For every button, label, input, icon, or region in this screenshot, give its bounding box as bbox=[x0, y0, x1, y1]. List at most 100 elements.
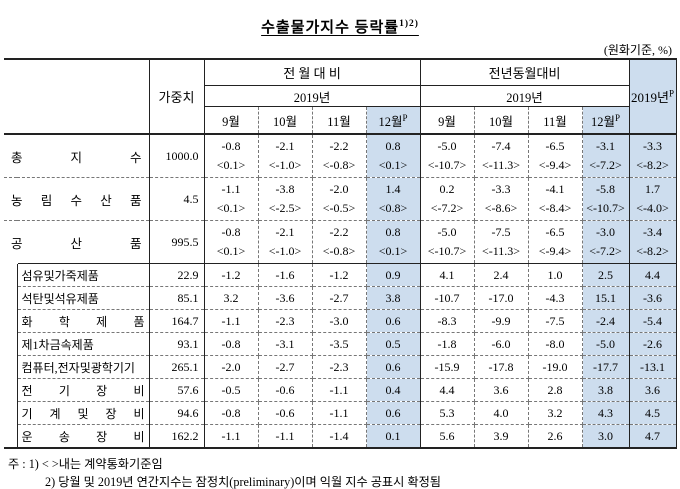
mom-cell: -0.6 bbox=[258, 378, 313, 402]
yoy-cell: -6.0 bbox=[474, 332, 529, 356]
weight-cell: 93.1 bbox=[148, 332, 205, 356]
yoy-cell: -10.7 bbox=[420, 286, 475, 310]
mom-cell: -3.0 bbox=[312, 309, 367, 333]
header-row-groups: 가중치 전 월 대 비 전년동월대비 2019년P bbox=[4, 58, 677, 135]
mom-cell: -2.3 bbox=[258, 309, 313, 333]
yoy-cell: 0.2 <-7.2> bbox=[420, 177, 475, 221]
table-row: 섬유및가죽제품 22.9 -1.2 -1.6 -1.2 0.9 4.1 2.4 1.0 2.5 4.… bbox=[4, 263, 677, 287]
mom-cell: 0.1 bbox=[366, 424, 421, 449]
table-row: 제1차금속제품 93.1 -0.8 -3.1 -3.5 0.5 -1.8 -6.0 -8.0 -5… bbox=[4, 332, 677, 356]
mom-cell: -1.1 bbox=[312, 401, 367, 425]
row-indent bbox=[4, 310, 17, 333]
col-header-year-yoy: 2019년 bbox=[420, 85, 630, 107]
weight-cell: 85.1 bbox=[148, 286, 205, 310]
annual-cell: 3.6 bbox=[629, 378, 677, 402]
unit-note: (원화기준, %) bbox=[603, 43, 672, 57]
export-price-index-table: 가중치 전 월 대 비 전년동월대비 2019년P 2019년 2019년 9월… bbox=[4, 58, 677, 449]
table-row: 화 학 제 품 164.7 -1.1 -2.3 -3.0 0.6 -8.3 -9.9 -7.5-… bbox=[4, 309, 677, 333]
month-label: 12월 bbox=[378, 114, 403, 129]
yoy-cell: -7.4 <-11.3> bbox=[474, 134, 529, 178]
row-label-text: 전 기 장 비 bbox=[21, 383, 145, 398]
row-label-text: 석탄및석유제품 bbox=[21, 291, 99, 306]
mom-cell: -2.0 <-0.5> bbox=[312, 177, 367, 221]
page-title: 수출물가지수 등락률1)2) bbox=[261, 19, 419, 36]
header-row-months: 9월 10월 11월 12월P 9월 10월 11월 12월P bbox=[4, 106, 676, 135]
weight-cell: 22.9 bbox=[148, 263, 205, 287]
row-label: 농 림 수 산 품 bbox=[4, 177, 150, 221]
weight-cell: 265.1 bbox=[148, 355, 205, 379]
yoy-cell: -8.3 bbox=[420, 309, 475, 333]
row-label-text: 컴퓨터,전자및광학기기 bbox=[21, 360, 135, 375]
row-label-text: 기 계 및 장 비 bbox=[21, 406, 145, 421]
table-row: 기 계 및 장 비 94.6 -0.8 -0.6 -1.1 0.6 5.3 4.0 3.2 4.3… bbox=[4, 401, 677, 425]
row-label-text: 농 림 수 산 품 bbox=[11, 193, 142, 208]
mom-cell: -2.1 <-1.0> bbox=[258, 220, 313, 264]
footnote-line-2: 2) 당월 및 2019년 연간지수는 잠정치(preliminary)이며 익… bbox=[8, 474, 680, 489]
row-label: 컴퓨터,전자및광학기기 bbox=[16, 355, 150, 379]
col-header-weight: 가중치 bbox=[148, 58, 205, 135]
col-header-group-mom: 전 월 대 비 bbox=[204, 58, 421, 86]
yoy-cell: -17.7 bbox=[582, 355, 630, 379]
annual-cell: -13.1 bbox=[629, 355, 677, 379]
yoy-cell: -17.0 bbox=[474, 286, 529, 310]
mom-cell: -0.8 <0.1> bbox=[204, 134, 259, 178]
mom-cell: -0.8 bbox=[204, 401, 259, 425]
yoy-cell: -8.0 bbox=[528, 332, 583, 356]
mom-cell: -2.2 <-0.8> bbox=[312, 220, 367, 264]
row-indent bbox=[4, 424, 17, 449]
header-blank-cell bbox=[4, 58, 149, 135]
yoy-cell: 15.1 bbox=[582, 286, 630, 310]
row-label: 석탄및석유제품 bbox=[16, 286, 150, 310]
annual-cell: 1.7 <-4.0> bbox=[629, 177, 677, 221]
yoy-cell: 3.9 bbox=[474, 424, 529, 449]
annual-year-label: 2019년 bbox=[631, 90, 670, 105]
yoy-cell: -17.8 bbox=[474, 355, 529, 379]
row-label: 기 계 및 장 비 bbox=[16, 401, 150, 425]
annual-cell: -2.6 bbox=[629, 332, 677, 356]
mom-cell: -0.8 bbox=[204, 332, 259, 356]
yoy-cell: -9.9 bbox=[474, 309, 529, 333]
row-indent bbox=[4, 402, 17, 425]
col-header-month-sep: 9월 bbox=[204, 106, 259, 135]
table-row: 공 산 품 995.5 -0.8 <0.1> -2.1 <-1.0> -2.2 <-0.8> 0… bbox=[4, 220, 677, 264]
mom-cell: -3.1 bbox=[258, 332, 313, 356]
title-footnote-mark: 1)2) bbox=[399, 19, 419, 29]
mom-cell: 0.6 bbox=[366, 309, 421, 333]
col-header-month-sep2: 9월 bbox=[420, 106, 475, 135]
row-label-text: 공 산 품 bbox=[11, 236, 142, 251]
col-header-month-nov2: 11월 bbox=[528, 106, 583, 135]
mom-cell: -2.3 bbox=[312, 355, 367, 379]
yoy-cell: 3.2 bbox=[528, 401, 583, 425]
mom-cell: -3.5 bbox=[312, 332, 367, 356]
mom-cell: -2.0 bbox=[204, 355, 259, 379]
annual-cell: -5.4 bbox=[629, 309, 677, 333]
col-header-month-oct2: 10월 bbox=[474, 106, 529, 135]
yoy-cell: 4.4 bbox=[420, 378, 475, 402]
mom-cell: -2.7 bbox=[312, 286, 367, 310]
yoy-cell: 3.6 bbox=[474, 378, 529, 402]
table-row: 전 기 장 비 57.6 -0.5 -0.6 -1.1 0.4 4.4 3.6 2.8 3.8 3.… bbox=[4, 378, 677, 402]
yoy-cell: -6.5 <-9.4> bbox=[528, 134, 583, 178]
row-indent bbox=[4, 356, 17, 379]
annual-cell: -3.3 <-8.2> bbox=[629, 134, 677, 178]
page-title-text: 수출물가지수 등락률 bbox=[261, 20, 400, 36]
table-row: 농 림 수 산 품 4.5 -1.1 <0.1> -3.8 <-2.5> -2.0 <-0.5… bbox=[4, 177, 677, 221]
col-header-annual: 2019년P bbox=[628, 58, 677, 135]
yoy-cell: -15.9 bbox=[420, 355, 475, 379]
yoy-cell: 1.0 bbox=[528, 263, 583, 287]
row-label: 전 기 장 비 bbox=[16, 378, 150, 402]
row-indent bbox=[4, 263, 17, 287]
mom-cell: -1.1 bbox=[258, 424, 313, 449]
mom-cell: -1.1 bbox=[204, 309, 259, 333]
row-label-text: 화 학 제 품 bbox=[21, 314, 145, 329]
row-indent bbox=[4, 287, 17, 310]
mom-cell: -0.5 bbox=[204, 378, 259, 402]
yoy-cell: 2.5 bbox=[582, 263, 630, 287]
mom-cell: 3.2 bbox=[204, 286, 259, 310]
row-label-text: 총 지 수 bbox=[11, 150, 142, 165]
yoy-cell: -19.0 bbox=[528, 355, 583, 379]
title-row: 수출물가지수 등락률1)2) bbox=[0, 0, 680, 40]
mom-cell: 0.4 bbox=[366, 378, 421, 402]
yoy-cell: -7.5 <-11.3> bbox=[474, 220, 529, 264]
mom-cell: 0.8 <0.1> bbox=[366, 220, 421, 264]
